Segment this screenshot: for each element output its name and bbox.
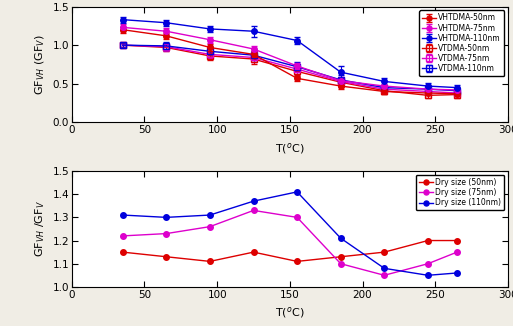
Line: Dry size (110nm): Dry size (110nm) (120, 189, 460, 278)
Line: Dry size (50nm): Dry size (50nm) (120, 238, 460, 264)
Y-axis label: GF$_{VH}$ /GF$_V$: GF$_{VH}$ /GF$_V$ (33, 200, 47, 257)
Line: Dry size (75nm): Dry size (75nm) (120, 208, 460, 278)
Dry size (110nm) (454, 271, 460, 275)
Dry size (110nm) (163, 215, 169, 219)
Dry size (50nm) (381, 250, 387, 254)
Dry size (50nm) (163, 255, 169, 259)
Dry size (50nm) (425, 239, 431, 243)
Dry size (50nm) (120, 250, 126, 254)
Dry size (110nm) (120, 213, 126, 217)
Legend: VHTDMA-50nm, VHTDMA-75nm, VHTDMA-110nm, VTDMA-50nm, VTDMA-75nm, VTDMA-110nm: VHTDMA-50nm, VHTDMA-75nm, VHTDMA-110nm, … (419, 10, 504, 76)
X-axis label: T($^o$C): T($^o$C) (275, 305, 305, 320)
X-axis label: T($^o$C): T($^o$C) (275, 141, 305, 156)
Dry size (110nm) (207, 213, 213, 217)
Dry size (75nm) (163, 232, 169, 236)
Dry size (50nm) (338, 255, 344, 259)
Dry size (110nm) (425, 273, 431, 277)
Dry size (75nm) (120, 234, 126, 238)
Dry size (75nm) (250, 208, 256, 212)
Dry size (75nm) (294, 215, 300, 219)
Dry size (75nm) (338, 262, 344, 266)
Dry size (50nm) (250, 250, 256, 254)
Y-axis label: GF$_{VH}$ (GF$_V$): GF$_{VH}$ (GF$_V$) (33, 34, 47, 95)
Dry size (75nm) (454, 250, 460, 254)
Dry size (110nm) (338, 236, 344, 240)
Dry size (110nm) (294, 190, 300, 194)
Dry size (75nm) (381, 273, 387, 277)
Dry size (75nm) (207, 225, 213, 229)
Dry size (110nm) (250, 199, 256, 203)
Dry size (110nm) (381, 266, 387, 270)
Dry size (75nm) (425, 262, 431, 266)
Dry size (50nm) (454, 239, 460, 243)
Dry size (50nm) (207, 259, 213, 263)
Legend: Dry size (50nm), Dry size (75nm), Dry size (110nm): Dry size (50nm), Dry size (75nm), Dry si… (416, 175, 504, 210)
Dry size (50nm) (294, 259, 300, 263)
